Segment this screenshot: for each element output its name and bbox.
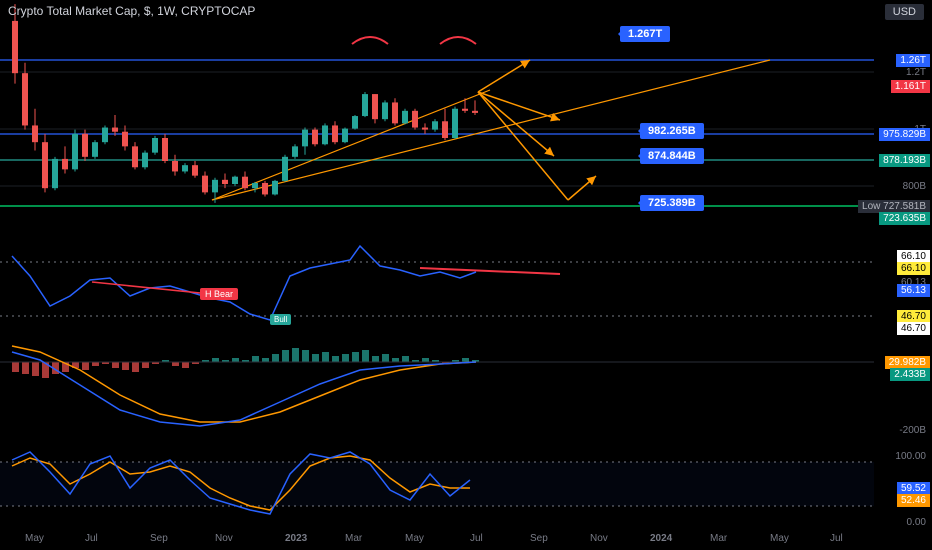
stoch-svg xyxy=(0,444,874,522)
axis-label: 800B xyxy=(899,180,930,193)
time-label: May xyxy=(405,533,424,544)
time-label: 2024 xyxy=(650,533,672,544)
axis-label: 878.193B xyxy=(879,154,930,167)
axis-label: 723.635B xyxy=(879,212,930,225)
time-label: Sep xyxy=(150,533,168,544)
axis-label: -200B xyxy=(895,424,930,437)
time-label: Sep xyxy=(530,533,548,544)
axis-label: 52.46 xyxy=(897,494,930,507)
price-panel[interactable]: 1.267T 982.265B 874.844B 725.389B xyxy=(0,0,874,230)
currency-badge[interactable]: USD xyxy=(885,4,924,20)
axis-label: 66.10 xyxy=(897,262,930,275)
price-callout[interactable]: 725.389B xyxy=(640,195,704,211)
time-axis: May Jul Sep Nov 2023 Mar May Jul Sep Nov 2024 Mar Ma… xyxy=(0,526,874,550)
rsi-panel[interactable]: H Bear Bull xyxy=(0,236,874,334)
chart-title: Crypto Total Market Cap, $, 1W, CRYPTOCA… xyxy=(8,4,255,18)
axis-label: 975.829B xyxy=(879,128,930,141)
axis-label: 1.2T xyxy=(902,66,930,79)
price-callout[interactable]: 1.267T xyxy=(620,26,670,42)
axis-label: 0.00 xyxy=(903,516,930,529)
axis-label: 1.161T xyxy=(891,80,930,93)
price-callout[interactable]: 874.844B xyxy=(640,148,704,164)
time-label: Nov xyxy=(590,533,608,544)
macd-panel[interactable] xyxy=(0,340,874,438)
time-label: Jul xyxy=(470,533,483,544)
time-label: Mar xyxy=(710,533,727,544)
price-callout[interactable]: 982.265B xyxy=(640,123,704,139)
bear-tag: H Bear xyxy=(200,288,238,300)
stoch-panel[interactable] xyxy=(0,444,874,522)
time-label: Jul xyxy=(85,533,98,544)
time-label: May xyxy=(770,533,789,544)
time-label: 2023 xyxy=(285,533,307,544)
axis-label: 56.13 xyxy=(897,284,930,297)
axis-label: 100.00 xyxy=(891,450,930,463)
time-label: Nov xyxy=(215,533,233,544)
right-axis: 1.26T1.2T1.161T1T975.829B878.193B800BLow… xyxy=(874,0,932,550)
axis-label: 2.433B xyxy=(890,368,930,381)
bull-tag: Bull xyxy=(270,314,291,325)
time-label: May xyxy=(25,533,44,544)
rsi-svg xyxy=(0,236,874,334)
axis-label: 46.70 xyxy=(897,322,930,335)
macd-svg xyxy=(0,340,874,438)
time-label: Jul xyxy=(830,533,843,544)
time-label: Mar xyxy=(345,533,362,544)
price-chart-svg xyxy=(0,0,874,230)
